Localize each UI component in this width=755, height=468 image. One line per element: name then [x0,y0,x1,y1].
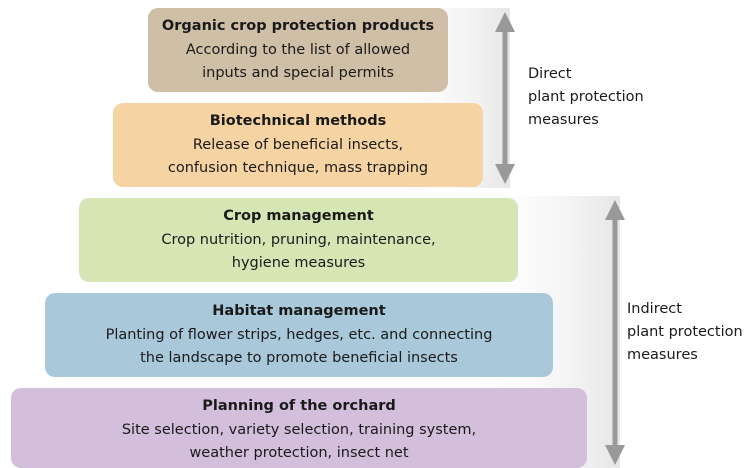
group-label: measures [528,112,599,128]
level-title: Planning of the orchard [202,398,396,414]
level-text: inputs and special permits [202,65,394,81]
level-text: weather protection, insect net [189,445,408,461]
level-box [113,103,483,187]
level-title: Organic crop protection products [162,18,434,34]
level-box [45,293,553,377]
level-text: hygiene measures [232,255,365,271]
level-text: the landscape to promote beneficial inse… [140,350,458,366]
level-text: According to the list of allowed [186,42,410,58]
level-text: Release of beneficial insects, [193,137,403,153]
group-label: Direct [528,66,572,82]
level-box [79,198,518,282]
group-label: measures [627,347,698,363]
level-box [148,8,448,92]
level-title: Habitat management [212,303,385,319]
group-label: Indirect [627,301,682,317]
level-box [11,388,587,468]
level-title: Crop management [223,208,374,224]
level-text: Crop nutrition, pruning, maintenance, [161,232,435,248]
level-title: Biotechnical methods [210,113,387,129]
group-label: plant protection [627,324,743,340]
level-text: confusion technique, mass trapping [168,160,428,176]
level-text: Site selection, variety selection, train… [122,422,476,438]
group-label: plant protection [528,89,644,105]
level-text: Planting of flower strips, hedges, etc. … [106,327,493,343]
